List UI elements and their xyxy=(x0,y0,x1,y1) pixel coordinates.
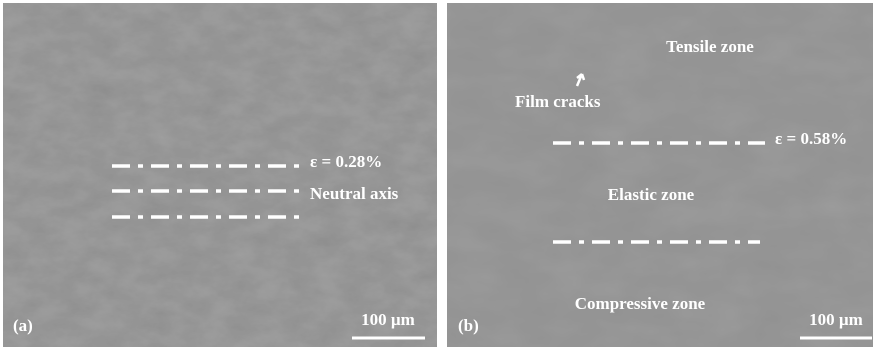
annotation: Film cracks xyxy=(515,92,601,111)
figure: ε = 0.28% Neutral axis (a) 100 µm Tensil… xyxy=(0,0,877,350)
annotation: Compressive zone xyxy=(575,294,706,313)
panel-label: (b) xyxy=(458,316,479,335)
annotation: Elastic zone xyxy=(608,185,695,204)
micrograph xyxy=(3,3,437,347)
annotation: Neutral axis xyxy=(310,184,399,203)
panel-a: ε = 0.28% Neutral axis (a) 100 µm xyxy=(3,3,437,347)
annotation: ε = 0.28% xyxy=(310,152,382,171)
scale-bar-label: 100 µm xyxy=(361,310,415,329)
panel-label: (a) xyxy=(13,316,33,335)
annotation: ε = 0.58% xyxy=(775,129,847,148)
scale-bar-label: 100 µm xyxy=(809,310,863,329)
annotation: Tensile zone xyxy=(666,37,754,56)
panel-b: Tensile zone Film cracks ε = 0.58% Elast… xyxy=(447,3,873,347)
